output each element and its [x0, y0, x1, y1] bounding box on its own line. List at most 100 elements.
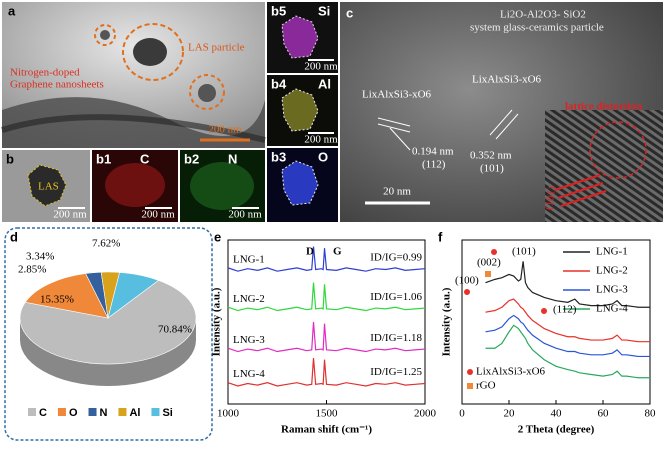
marker-symbol [467, 369, 473, 375]
legend-label: LNG-1 [596, 246, 628, 258]
element-label: Si [318, 3, 330, 18]
x-tick-label: 2000 [414, 408, 437, 420]
series-line [485, 324, 650, 379]
hkl: (101) [480, 163, 504, 175]
panel-c: c Li2O-Al2O3- SiO2 system glass-ceramics… [340, 2, 663, 222]
legend-label: Al [129, 407, 140, 419]
d-spacing: 0.194 nm [412, 146, 454, 158]
legend-label: C [39, 407, 47, 419]
sheet-label: Graphene nanosheets [10, 79, 104, 91]
legend-swatch [57, 408, 66, 416]
value-label: 2.85% [18, 264, 46, 276]
series-label: LNG-1 [233, 253, 265, 265]
hkl: (112) [422, 159, 446, 171]
d-spacing: 0.352 nm [470, 150, 512, 162]
map-signal [105, 163, 165, 207]
panel-letter: b5 [271, 3, 286, 18]
highlight-circle [122, 23, 184, 81]
series-line [227, 282, 426, 312]
x-axis-label: 2 Theta (degree) [518, 424, 595, 436]
panel-b4: b4 Al 200 nm [267, 75, 338, 146]
annotation: (112) [553, 304, 577, 316]
map-signal [281, 160, 319, 206]
annotation: D [306, 246, 314, 258]
x-tick-label: 0 [459, 408, 465, 420]
sheet-edge [1, 114, 266, 143]
peak-marker [491, 249, 497, 255]
scale-label: 200 nm [141, 209, 175, 221]
panel-letter: c [346, 5, 353, 20]
ratio-label: ID/IG=0.99 [370, 251, 422, 263]
fringe-line [377, 117, 411, 127]
panel-letter: b4 [271, 76, 287, 91]
legend-label: O [69, 407, 78, 419]
marker-symbol [467, 383, 473, 389]
ratio-label: ID/IG=1.25 [370, 366, 422, 378]
annotation: (002) [477, 257, 501, 269]
panel-letter: d [10, 229, 18, 244]
legend-label: LNG-2 [596, 265, 628, 277]
legend-swatch [151, 408, 160, 416]
peak-marker [464, 289, 470, 295]
series-line [485, 314, 650, 358]
panel-b: b LAS 200 nm [2, 150, 90, 222]
series-label: LNG-3 [233, 334, 265, 346]
scale-label: 200 nm [304, 61, 338, 73]
particle [133, 38, 167, 66]
marker-label: LixAlxSi3-xO6 [476, 366, 546, 378]
scale-label: 200 nm [304, 134, 338, 146]
panel-letter: e [214, 229, 221, 244]
peak-marker [485, 271, 491, 277]
slice [19, 279, 197, 365]
fringe-line [489, 109, 513, 136]
panel-letter: f [438, 229, 443, 244]
particle [100, 30, 110, 40]
slice-side [20, 318, 196, 386]
scale-label: 20 nm [383, 186, 411, 198]
panel-title: Li2O-Al2O3- SiO2 [500, 9, 586, 21]
x-tick-label: 20 [504, 408, 516, 420]
panel-border [4, 227, 213, 441]
legend-label: Si [162, 407, 172, 419]
fringe-line [560, 190, 607, 207]
x-axis-label: Raman shift (cm⁻¹) [281, 424, 372, 436]
panel-letter: b1 [96, 151, 111, 166]
map-signal [281, 88, 319, 132]
panel-title: system glass-ceramics particle [470, 22, 604, 34]
panel-b5: b5 Si 200 nm [267, 2, 338, 73]
distortion-label: lattice distortion [565, 101, 642, 113]
series-line [485, 298, 650, 343]
value-label: 70.84% [158, 324, 192, 336]
legend-label: LNG-3 [596, 284, 628, 296]
fringe-line [557, 182, 604, 199]
fringe-line [377, 123, 411, 133]
panel-b1: b1 C 200 nm [92, 150, 178, 222]
series-line [485, 261, 650, 308]
phase-label: LixAlxSi3-xO6 [472, 74, 542, 86]
particle-label: LAS particle [188, 42, 245, 54]
legend-swatch [88, 408, 97, 416]
annotation: (100) [455, 275, 479, 287]
legend-label: N [100, 407, 108, 419]
lattice-inset [545, 110, 663, 222]
x-tick-label: 40 [551, 408, 563, 420]
series-label: LNG-2 [233, 293, 265, 305]
fringe-line [495, 113, 519, 140]
particle-label: LAS [38, 181, 59, 193]
legend-label: LNG-4 [596, 303, 628, 315]
particle-outline [27, 164, 67, 207]
panel-letter: b3 [271, 149, 286, 164]
scale-label: 200 nm [53, 209, 87, 221]
series-label: LNG-4 [233, 368, 265, 380]
panel-letter: b [6, 151, 14, 166]
map-signal [281, 15, 319, 59]
y-axis-label: Intensity (a.u.) [211, 287, 223, 356]
legend-swatch [28, 408, 36, 416]
panel-b2: b2 N 200 nm [180, 150, 265, 222]
element-label: O [318, 149, 328, 164]
value-label: 3.34% [26, 251, 54, 263]
panel-a: a LAS particle Nitrogen-doped Graphene n… [1, 2, 266, 148]
hkl: (101) [543, 185, 559, 211]
series-line [227, 321, 426, 353]
